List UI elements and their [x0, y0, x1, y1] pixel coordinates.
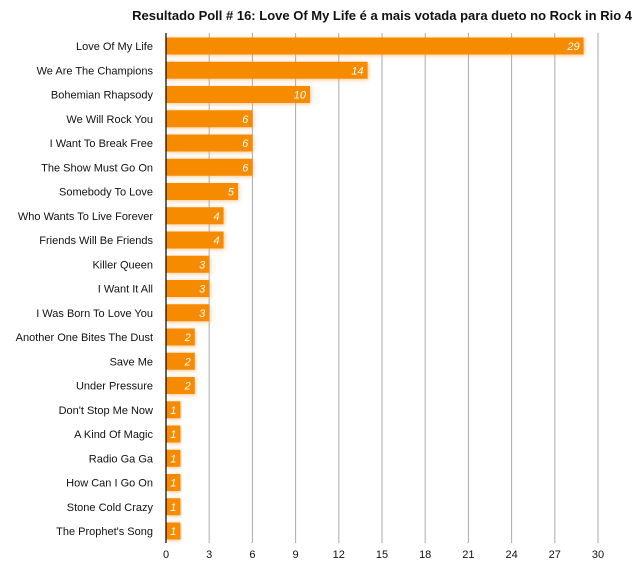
- category-label: I Want To Break Free: [50, 138, 153, 150]
- data-label: 10: [294, 90, 307, 102]
- bar: [166, 37, 584, 55]
- bar: [166, 449, 181, 467]
- data-label: 1: [170, 478, 176, 490]
- data-label: 4: [213, 211, 219, 223]
- bar: [166, 110, 253, 128]
- bar: [166, 134, 253, 152]
- data-label: 1: [170, 405, 176, 417]
- data-label: 1: [170, 453, 176, 465]
- data-label: 29: [566, 41, 579, 53]
- x-tick-label: 27: [549, 549, 561, 561]
- data-label: 2: [184, 332, 191, 344]
- category-label: How Can I Go On: [66, 478, 153, 490]
- category-label: Another One Bites The Dust: [16, 332, 153, 344]
- bar: [166, 425, 181, 443]
- data-label: 1: [170, 526, 176, 538]
- category-label: Somebody To Love: [59, 187, 153, 199]
- x-tick-label: 15: [376, 549, 388, 561]
- x-tick-label: 24: [505, 549, 517, 561]
- category-label: Save Me: [110, 356, 153, 368]
- bar: [166, 498, 181, 516]
- data-label: 4: [213, 235, 219, 247]
- bar: [166, 304, 210, 322]
- bar: [166, 231, 224, 249]
- bar: [166, 522, 181, 540]
- category-label: Stone Cold Crazy: [67, 502, 154, 514]
- category-label: Radio Ga Ga: [89, 453, 154, 465]
- category-label: Killer Queen: [92, 259, 153, 271]
- category-label: I Was Born To Love You: [36, 308, 153, 320]
- category-label: Love Of My Life: [76, 41, 153, 53]
- category-label: We Will Rock You: [66, 114, 153, 126]
- data-label: 14: [351, 65, 363, 77]
- category-label: The Prophet's Song: [56, 526, 153, 538]
- category-label: The Show Must Go On: [41, 162, 153, 174]
- x-tick-label: 12: [333, 549, 345, 561]
- bar: [166, 61, 368, 79]
- category-label: Don't Stop Me Now: [59, 405, 153, 417]
- x-tick-label: 21: [462, 549, 474, 561]
- data-label: 3: [199, 259, 206, 271]
- x-tick-label: 6: [249, 549, 255, 561]
- bar: [166, 255, 210, 273]
- data-label: 2: [184, 356, 191, 368]
- data-label: 3: [199, 284, 206, 296]
- category-label: I Want It All: [98, 284, 153, 296]
- bar: [166, 328, 195, 346]
- data-label: 6: [242, 138, 249, 150]
- bar: [166, 474, 181, 491]
- bar: [166, 377, 195, 394]
- bar: [166, 207, 224, 225]
- bar: [166, 280, 210, 297]
- category-label: Who Wants To Live Forever: [18, 211, 153, 223]
- category-label: We Are The Champions: [37, 65, 154, 77]
- chart-title: Resultado Poll # 16: Love Of My Life é a…: [132, 8, 632, 23]
- bar: [166, 86, 310, 103]
- bar: [166, 352, 195, 370]
- category-label: Bohemian Rhapsody: [51, 90, 154, 102]
- data-label: 1: [170, 429, 176, 441]
- category-label: Friends Will Be Friends: [39, 235, 153, 247]
- data-label: 2: [184, 381, 191, 393]
- bar: [166, 183, 238, 200]
- x-tick-label: 0: [163, 549, 169, 561]
- x-tick-label: 18: [419, 549, 431, 561]
- data-label: 1: [170, 502, 176, 514]
- x-tick-label: 3: [206, 549, 212, 561]
- data-label: 6: [242, 162, 249, 174]
- x-tick-label: 30: [592, 549, 604, 561]
- bar: [166, 158, 253, 176]
- data-label: 6: [242, 114, 249, 126]
- category-label: Under Pressure: [76, 381, 153, 393]
- data-label: 3: [199, 308, 206, 320]
- x-tick-label: 9: [293, 549, 299, 561]
- category-label: A Kind Of Magic: [74, 429, 153, 441]
- data-label: 5: [228, 187, 235, 199]
- bar: [166, 401, 181, 419]
